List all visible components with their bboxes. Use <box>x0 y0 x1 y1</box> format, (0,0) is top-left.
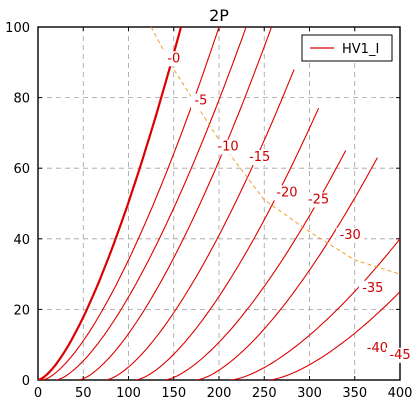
y-tick-label-0: 0 <box>22 374 30 389</box>
curve-label-bg-grid-30 <box>336 227 365 243</box>
curve-label-grid-20: -20 <box>276 185 297 200</box>
legend: HV1_I <box>301 34 393 62</box>
x-tick-label-200: 200 <box>207 386 232 401</box>
x-tick-label-400: 400 <box>388 386 413 401</box>
curve-label-bg-grid-0 <box>163 51 184 67</box>
curve-grid-45 <box>268 291 400 380</box>
x-tick-label-50: 50 <box>75 386 92 401</box>
curve-label-bg-grid-20 <box>272 185 301 201</box>
curve-grid-15 <box>78 27 273 380</box>
grid-layer <box>38 27 400 380</box>
curve-grid-10 <box>55 27 247 380</box>
curves-layer <box>38 27 400 380</box>
curve-label-grid-5: -5 <box>194 94 207 109</box>
y-tick-label-100: 100 <box>5 21 30 36</box>
curve-label-grid-10: -10 <box>217 140 238 155</box>
curve-label-bg-grid-10 <box>214 139 243 155</box>
curve-label-grid-45: -45 <box>389 348 410 363</box>
curve-label-grid-30: -30 <box>340 228 361 243</box>
legend-entry-hv1-i: HV1_I <box>342 42 379 57</box>
curve-grid-20 <box>105 69 295 380</box>
ticks-layer: 0 50 100 150 200 250 300 350 400 0 20 40 60 80 100 <box>5 21 412 401</box>
curve-grid-40 <box>230 238 400 380</box>
y-tick-label-60: 60 <box>13 162 30 177</box>
loadline-layer <box>150 27 400 275</box>
curve-grid-0 <box>38 27 183 380</box>
curve-grid-5 <box>42 27 220 380</box>
curve-label-bg-grid-40 <box>363 340 392 356</box>
curve-grid-25 <box>135 107 320 380</box>
y-tick-label-20: 20 <box>13 303 30 318</box>
y-tick-label-40: 40 <box>13 233 30 248</box>
curve-label-bg-grid-35 <box>358 280 387 296</box>
y-tick-label-80: 80 <box>13 92 30 107</box>
curve-labels-layer: -0 -5 -10 -15 -20 -25 -30 -35 -40 -45 <box>163 51 414 363</box>
curve-label-grid-35: -35 <box>362 281 383 296</box>
curve-label-grid-25: -25 <box>308 193 329 208</box>
curve-label-grid-0: -0 <box>167 51 180 66</box>
curve-label-bg-grid-45 <box>386 347 414 363</box>
curve-label-bg-grid-5 <box>190 93 211 109</box>
x-tick-label-0: 0 <box>34 386 42 401</box>
x-tick-label-350: 350 <box>342 386 367 401</box>
x-tick-label-150: 150 <box>161 386 186 401</box>
curve-grid-30 <box>164 150 347 380</box>
curve-label-grid-40: -40 <box>367 341 388 356</box>
x-tick-label-250: 250 <box>252 386 277 401</box>
curve-label-bg-grid-25 <box>304 192 333 208</box>
curve-grid-35 <box>196 157 378 380</box>
chart-title: 2P <box>209 6 229 25</box>
curve-label-grid-15: -15 <box>249 150 270 165</box>
x-tick-label-100: 100 <box>116 386 141 401</box>
load-line <box>150 27 400 275</box>
x-tick-label-300: 300 <box>297 386 322 401</box>
curve-label-bg-grid-15 <box>245 150 274 166</box>
